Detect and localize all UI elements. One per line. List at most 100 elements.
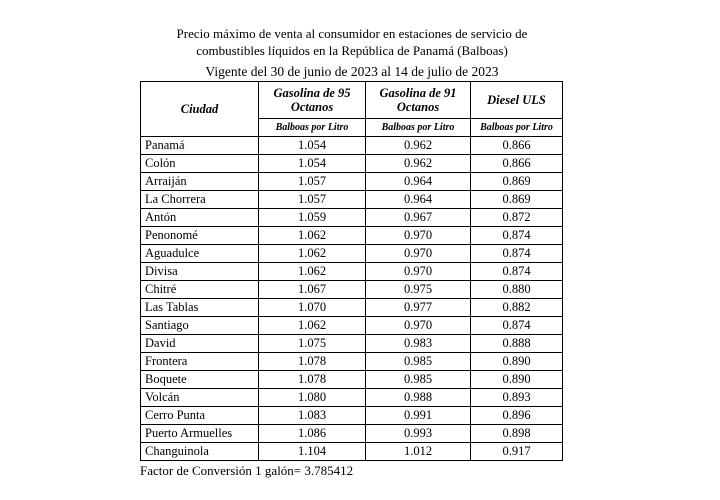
price-cell: 1.078 (258, 370, 366, 389)
data-row: Las Tablas 1.070 0.977 0.882 (140, 298, 563, 317)
data-row: Puerto Armuelles 1.086 0.993 0.898 (140, 424, 563, 443)
data-row: Aguadulce 1.062 0.970 0.874 (140, 244, 563, 263)
price-cell: 0.977 (365, 298, 471, 317)
city-cell: Las Tablas (140, 298, 259, 317)
price-cell: 1.067 (258, 280, 366, 299)
city-cell: Penonomé (140, 226, 259, 245)
data-row: Changuinola 1.104 1.012 0.917 (140, 442, 563, 461)
price-cell: 0.869 (470, 190, 563, 209)
price-cell: 0.983 (365, 334, 471, 353)
city-cell: Changuinola (140, 442, 259, 461)
price-cell: 1.062 (258, 244, 366, 263)
price-cell: 0.964 (365, 190, 471, 209)
price-cell: 0.970 (365, 226, 471, 245)
price-cell: 0.917 (470, 442, 563, 461)
price-cell: 0.874 (470, 262, 563, 281)
city-cell: Panamá (140, 136, 259, 155)
unit-label: Balboas por Litro (470, 118, 563, 137)
price-cell: 1.012 (365, 442, 471, 461)
data-row: Colón 1.054 0.962 0.866 (140, 154, 563, 173)
data-row: Antón 1.059 0.967 0.872 (140, 208, 563, 227)
column-header: Gasolina de 95 Octanos (258, 81, 366, 119)
city-cell: Chitré (140, 280, 259, 299)
data-row: La Chorrera 1.057 0.964 0.869 (140, 190, 563, 209)
title-line: combustibles líquidos en la República de… (196, 43, 508, 58)
price-cell: 0.975 (365, 280, 471, 299)
city-cell: Volcán (140, 388, 259, 407)
header-row: Ciudad Gasolina de 95 Octanos Gasolina de … (140, 81, 563, 137)
price-cell: 1.054 (258, 136, 366, 155)
price-cell: 1.070 (258, 298, 366, 317)
price-cell: 0.985 (365, 352, 471, 371)
column-header: Gasolina de 91 Octanos (365, 81, 471, 119)
price-cell: 0.970 (365, 244, 471, 263)
price-cell: 0.880 (470, 280, 563, 299)
price-cell: 0.964 (365, 172, 471, 191)
price-cell: 0.970 (365, 316, 471, 335)
city-cell: Arraiján (140, 172, 259, 191)
city-cell: Colón (140, 154, 259, 173)
price-cell: 1.057 (258, 190, 366, 209)
price-cell: 0.874 (470, 226, 563, 245)
data-row: Frontera 1.078 0.985 0.890 (140, 352, 563, 371)
data-row: Penonomé 1.062 0.970 0.874 (140, 226, 563, 245)
data-row: Cerro Punta 1.083 0.991 0.896 (140, 406, 563, 425)
price-cell: 1.104 (258, 442, 366, 461)
title-block: Precio máximo de venta al consumidor en … (0, 25, 704, 59)
price-cell: 0.893 (470, 388, 563, 407)
data-row: Chitré 1.067 0.975 0.880 (140, 280, 563, 299)
data-row: Santiago 1.062 0.970 0.874 (140, 316, 563, 335)
validity: Vigente del 30 de junio de 2023 al 14 de… (205, 64, 499, 79)
price-cell: 0.962 (365, 136, 471, 155)
price-cell: 1.062 (258, 316, 366, 335)
footer: Factor de Conversión 1 galón= 3.785412 (140, 463, 354, 478)
price-cell: 1.057 (258, 172, 366, 191)
price-cell: 0.991 (365, 406, 471, 425)
price-cell: 0.890 (470, 352, 563, 371)
price-cell: 0.993 (365, 424, 471, 443)
data-row: David 1.075 0.983 0.888 (140, 334, 563, 353)
price-cell: 0.882 (470, 298, 563, 317)
column-header: Ciudad (140, 81, 259, 137)
city-cell: Boquete (140, 370, 259, 389)
price-cell: 0.869 (470, 172, 563, 191)
price-cell: 0.888 (470, 334, 563, 353)
price-cell: 0.872 (470, 208, 563, 227)
price-table: Ciudad Gasolina de 95 Octanos Gasolina de … (140, 81, 563, 461)
price-cell: 0.866 (470, 136, 563, 155)
data-row: Boquete 1.078 0.985 0.890 (140, 370, 563, 389)
column-header: Diesel ULS (470, 81, 563, 119)
price-cell: 1.062 (258, 226, 366, 245)
city-cell: Aguadulce (140, 244, 259, 263)
city-cell: David (140, 334, 259, 353)
table-body: Ciudad Gasolina de 95 Octanos Gasolina de … (140, 81, 563, 461)
price-cell: 1.083 (258, 406, 366, 425)
city-cell: Cerro Punta (140, 406, 259, 425)
data-row: Arraiján 1.057 0.964 0.869 (140, 172, 563, 191)
title-line: Precio máximo de venta al consumidor en … (176, 26, 528, 41)
city-cell: Frontera (140, 352, 259, 371)
price-cell: 0.962 (365, 154, 471, 173)
price-cell: 1.086 (258, 424, 366, 443)
unit-label: Balboas por Litro (365, 118, 471, 137)
price-cell: 0.985 (365, 370, 471, 389)
price-cell: 0.898 (470, 424, 563, 443)
city-cell: Divisa (140, 262, 259, 281)
unit-row: Balboas por Litro Balboas por Litro Balboa… (141, 118, 563, 137)
price-cell: 0.967 (365, 208, 471, 227)
price-cell: 1.080 (258, 388, 366, 407)
data-row: Divisa 1.062 0.970 0.874 (140, 262, 563, 281)
price-cell: 1.059 (258, 208, 366, 227)
price-cell: 1.062 (258, 262, 366, 281)
price-cell: 0.890 (470, 370, 563, 389)
city-cell: Antón (140, 208, 259, 227)
data-row: Volcán 1.080 0.988 0.893 (140, 388, 563, 407)
unit-label: Balboas por Litro (258, 118, 366, 137)
price-cell: 0.874 (470, 244, 563, 263)
city-cell: La Chorrera (140, 190, 259, 209)
price-cell: 1.078 (258, 352, 366, 371)
price-cell: 1.054 (258, 154, 366, 173)
data-row: Panamá 1.054 0.962 0.866 (140, 136, 563, 155)
price-cell: 0.970 (365, 262, 471, 281)
